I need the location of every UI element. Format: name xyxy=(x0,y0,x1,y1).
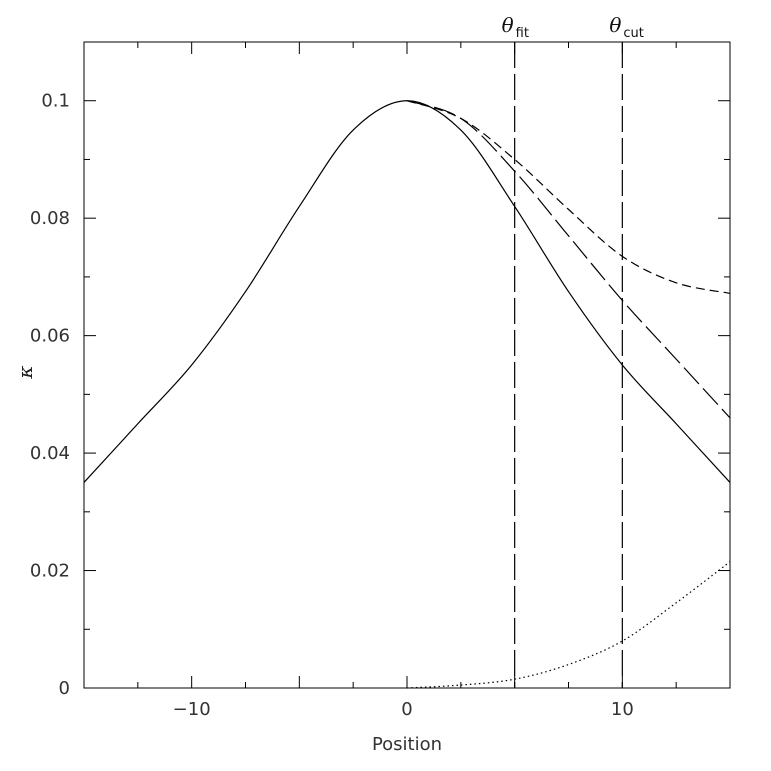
y-tick-label: 0 xyxy=(59,678,70,699)
vline-sub-cut: cut xyxy=(623,26,643,41)
series-line-long-dash xyxy=(406,100,731,419)
y-axis-title: κ xyxy=(13,365,37,379)
series-line-dotted xyxy=(406,561,731,689)
x-tick-label: 10 xyxy=(611,699,634,720)
vline-label-fit: θ xyxy=(502,13,514,37)
ticks xyxy=(83,41,731,689)
x-axis-title: Position xyxy=(372,734,442,755)
y-tick-label: 0.08 xyxy=(30,208,70,229)
y-tick-label: 0.1 xyxy=(41,91,70,112)
plot-frame xyxy=(83,41,731,689)
vertical-markers: θ fit θ cut xyxy=(502,13,644,688)
vline-sub-fit: fit xyxy=(516,26,529,41)
vline-label-cut: θ xyxy=(609,13,621,37)
x-tick-label: 0 xyxy=(401,699,412,720)
series-group xyxy=(83,100,731,689)
x-tick-label: −10 xyxy=(173,699,211,720)
series-line-short-dash xyxy=(406,100,731,294)
y-tick-label: 0.06 xyxy=(30,326,70,347)
y-tick-label: 0.02 xyxy=(30,561,70,582)
series-line-solid xyxy=(83,100,731,483)
tick-labels: −10 0 10 0 0.02 0.04 0.06 0.08 0.1 xyxy=(30,91,634,720)
y-tick-label: 0.04 xyxy=(30,443,70,464)
